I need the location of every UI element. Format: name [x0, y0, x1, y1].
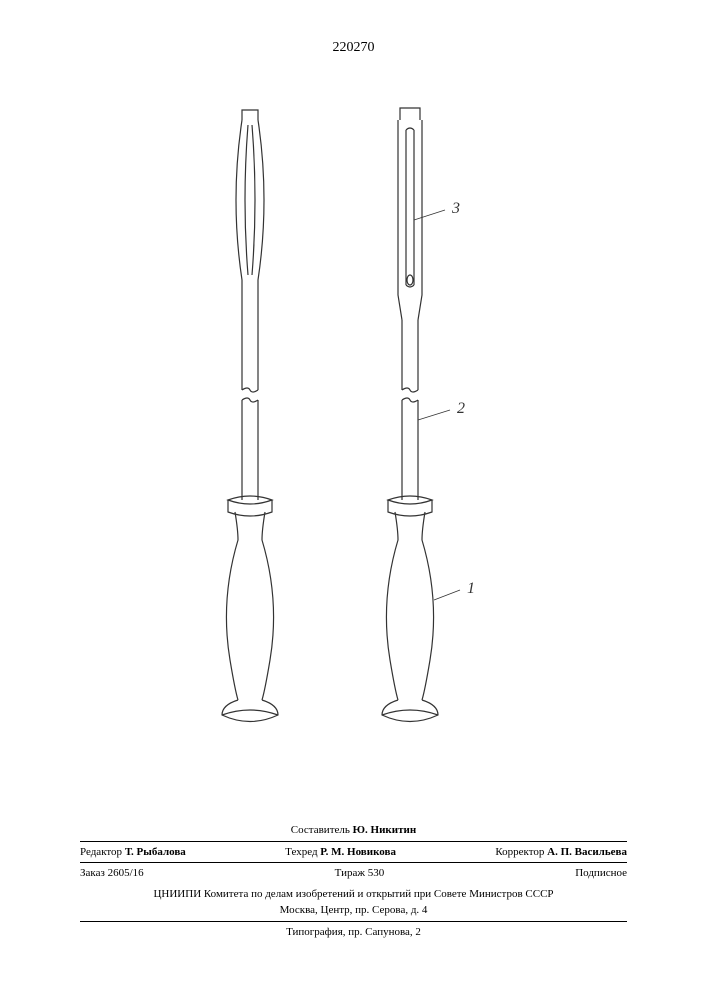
ref-label-2: 2	[457, 400, 465, 417]
ref-label-1: 1	[467, 580, 475, 597]
order-number: 2605/16	[108, 867, 144, 879]
imprint-footer: Составитель Ю. Никитин Редактор Т. Рыбал…	[80, 822, 627, 940]
typography: Типография, пр. Сапунова, 2	[286, 926, 421, 938]
patent-figure: 3 2 1	[0, 100, 707, 780]
corrector-name: А. П. Васильева	[547, 846, 627, 858]
page-number: 220270	[0, 40, 707, 56]
composer-label: Составитель	[291, 824, 350, 836]
organization: ЦНИИПИ Комитета по делам изобретений и о…	[153, 888, 553, 900]
corrector-label: Корректор	[495, 846, 544, 858]
order-label: Заказ	[80, 867, 105, 879]
subscription-label: Подписное	[575, 865, 627, 882]
techred-name: Р. М. Новикова	[320, 846, 396, 858]
org-address: Москва, Центр, пр. Серова, д. 4	[280, 904, 428, 916]
techred-label: Техред	[285, 846, 317, 858]
editor-name: Т. Рыбалова	[125, 846, 186, 858]
ref-label-3: 3	[451, 200, 460, 217]
composer-name: Ю. Никитин	[353, 824, 417, 836]
editor-label: Редактор	[80, 846, 122, 858]
circulation-number: 530	[368, 867, 385, 879]
circulation-label: Тираж	[335, 867, 365, 879]
